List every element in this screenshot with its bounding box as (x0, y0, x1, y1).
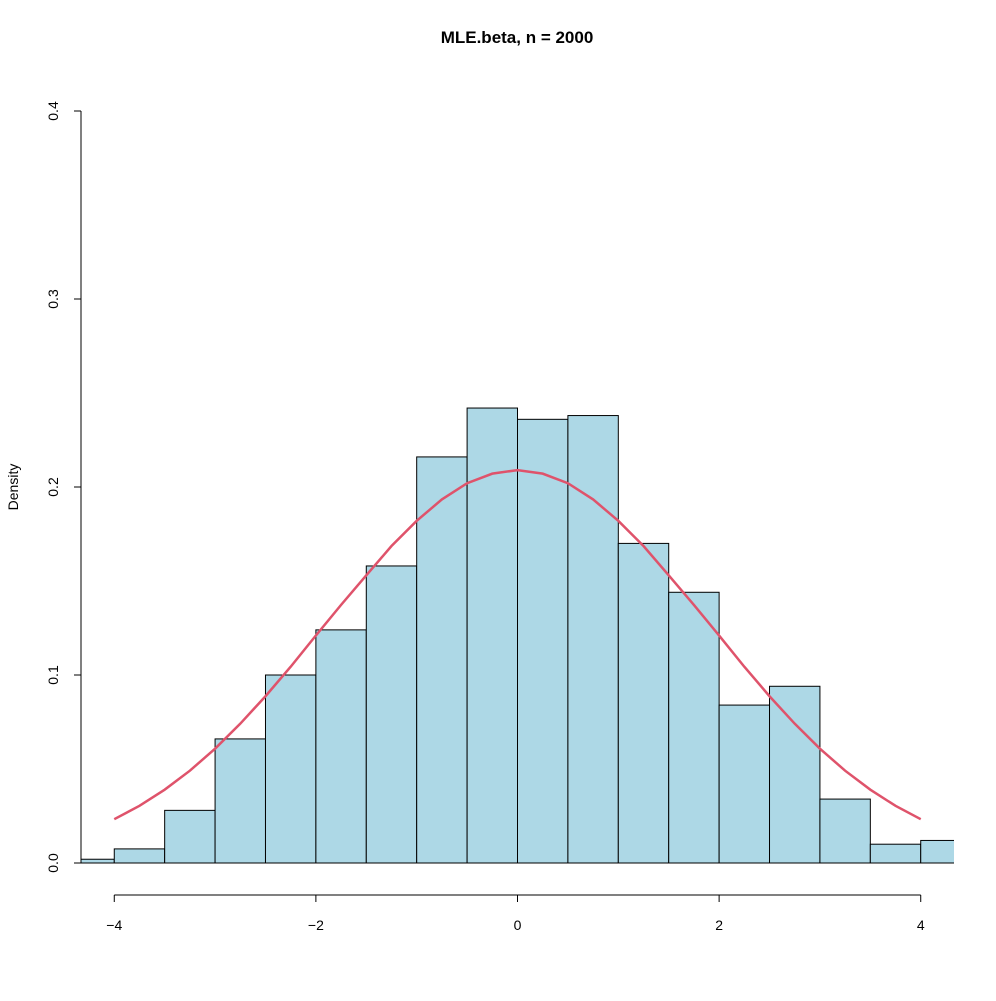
bar (718, 704, 771, 864)
x-tick-label: 2 (715, 917, 723, 933)
bar (113, 848, 166, 864)
y-tick-label: 0.0 (45, 853, 61, 873)
bar (617, 542, 670, 864)
bar (365, 565, 418, 864)
bar (567, 415, 619, 864)
bar (769, 685, 821, 864)
x-tick-label: −2 (308, 917, 324, 933)
bar (819, 798, 871, 864)
plot-area (81, 407, 954, 864)
bar (164, 809, 216, 864)
bar (920, 839, 954, 864)
x-tick-label: 4 (917, 917, 925, 933)
y-tick-label: 0.2 (45, 477, 61, 497)
bar (869, 843, 922, 864)
y-axis-label: Density (5, 464, 21, 511)
y-tick-label: 0.1 (45, 665, 61, 685)
bar (668, 591, 720, 864)
bar (315, 629, 367, 864)
bar (466, 407, 519, 864)
bar (416, 456, 468, 864)
y-tick-label: 0.3 (45, 289, 61, 309)
bar (264, 674, 317, 864)
chart-title: MLE.beta, n = 2000 (441, 28, 594, 47)
x-tick-label: −4 (106, 917, 122, 933)
y-tick-label: 0.4 (45, 101, 61, 121)
density-curve (113, 468, 922, 821)
bar (517, 418, 569, 864)
x-tick-label: 0 (514, 917, 522, 933)
bar (214, 738, 266, 864)
bar (81, 858, 115, 864)
